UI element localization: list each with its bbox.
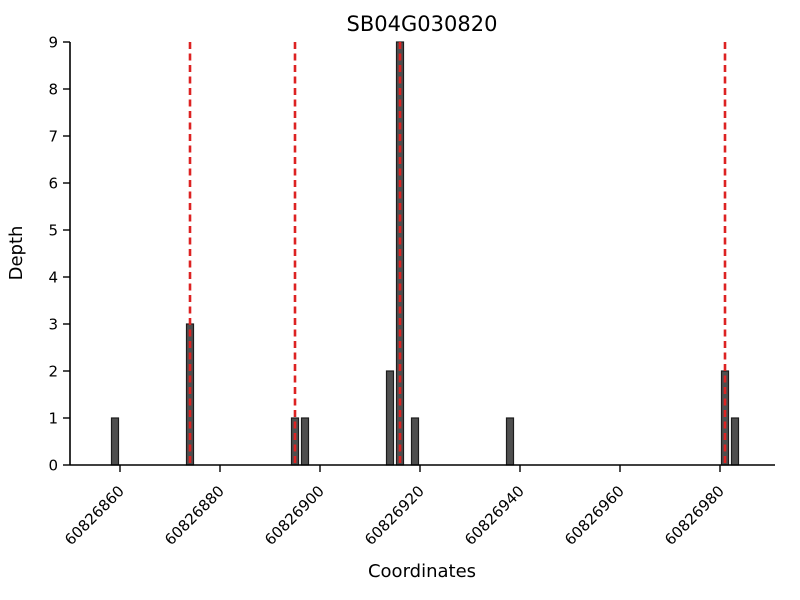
y-tick-label: 5	[48, 222, 58, 240]
plot-area: 0 1 2 3 4 5 6 7 8 9 60826860 60826880 60826900 608269…	[48, 34, 775, 549]
y-tick-label: 1	[48, 410, 58, 428]
y-tick-label: 8	[48, 81, 58, 99]
y-tick-label: 9	[48, 34, 58, 52]
x-tick-label: 60826960	[561, 482, 628, 549]
x-tick-label: 60826980	[661, 482, 728, 549]
chart-title: SB04G030820	[347, 12, 498, 36]
depth-bar	[730, 417, 740, 466]
y-axis-label: Depth	[6, 226, 27, 281]
depth-bar	[385, 370, 395, 466]
x-tick-label: 60826880	[161, 482, 228, 549]
y-tick-label: 7	[48, 128, 58, 146]
y-tick-label: 3	[48, 316, 58, 334]
x-axis-label: Coordinates	[368, 561, 476, 582]
x-tick-label: 60826900	[261, 482, 328, 549]
depth-bar	[410, 417, 420, 466]
y-tick-label: 4	[48, 269, 58, 287]
y-tick-label: 6	[48, 175, 58, 193]
depth-bar	[300, 417, 310, 466]
x-tick-label: 60826860	[61, 482, 128, 549]
depth-bar	[110, 417, 120, 466]
x-tick-label: 60826920	[361, 482, 428, 549]
x-tick-label: 60826940	[461, 482, 528, 549]
y-tick-label: 0	[48, 457, 58, 475]
depth-bar	[505, 417, 515, 466]
y-tick-label: 2	[48, 363, 58, 381]
